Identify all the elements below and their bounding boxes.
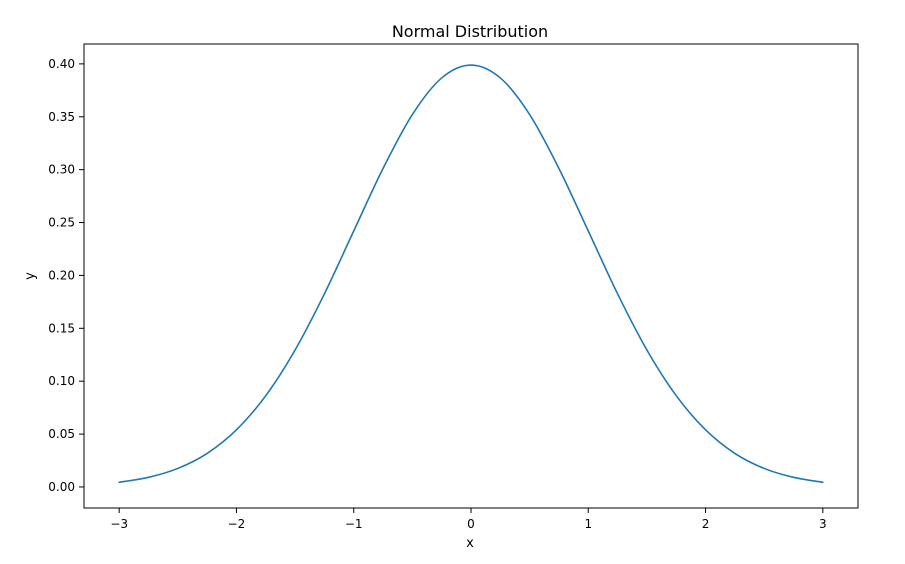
x-axis-label: x	[466, 536, 474, 551]
plot-area	[118, 64, 824, 484]
y-tick-label: 0.00	[48, 480, 75, 494]
x-tick-label: −2	[228, 517, 246, 531]
y-tick-label: 0.30	[48, 163, 75, 177]
plot-frame	[83, 43, 859, 509]
y-tick-label: 0.20	[48, 268, 75, 282]
y-tick-label: 0.15	[48, 321, 75, 335]
y-tick-label: 0.40	[48, 57, 75, 71]
x-tick-label: 1	[584, 517, 592, 531]
x-tick-label: 2	[702, 517, 710, 531]
y-tick-label: 0.35	[48, 110, 75, 124]
y-axis: 0.00 0.05 0.10 0.15 0.20 0.25 0.30 0.35 0.40	[48, 57, 84, 494]
y-tick-label: 0.05	[48, 427, 75, 441]
x-tick-label: 0	[467, 517, 475, 531]
x-tick-label: −1	[345, 517, 363, 531]
y-axis-label: y	[23, 272, 38, 280]
y-tick-label: 0.25	[48, 216, 75, 230]
x-tick-label: 3	[819, 517, 827, 531]
x-axis: −3 −2 −1 0 1 2 3	[110, 508, 827, 531]
x-tick-label: −3	[110, 517, 128, 531]
chart-title: Normal Distribution	[392, 22, 548, 41]
series-line	[118, 64, 824, 484]
y-tick-label: 0.10	[48, 374, 75, 388]
